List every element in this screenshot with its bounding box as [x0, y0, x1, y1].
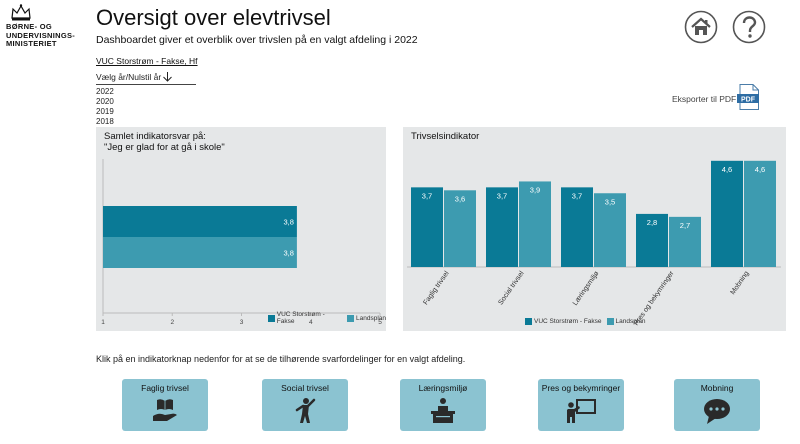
indicator-button-social-trivsel[interactable]: Social trivsel	[262, 379, 348, 431]
bar-value-label: 3,7	[497, 191, 507, 200]
bar-landsplan	[744, 160, 776, 267]
help-icon[interactable]	[732, 10, 766, 44]
logo-line-2: UNDERVISNINGS-	[6, 30, 76, 40]
bar-landsplan	[444, 190, 476, 267]
export-label: Eksporter til PDF:	[672, 94, 739, 104]
category-label: Læringsmiljø	[572, 270, 601, 307]
bar-value-label: 4,6	[755, 165, 765, 174]
left-chart-legend: VUC Storstrøm - Fakse Landsplan	[268, 311, 386, 325]
legend-swatch-series-2	[347, 314, 354, 322]
bar-value-label: 3,5	[605, 197, 615, 206]
legend-label-series-2: Landsplan	[356, 314, 386, 322]
sort-down-icon[interactable]	[163, 72, 173, 82]
x-tick-label: 2	[170, 319, 174, 326]
indicator-button-faglig-trivsel[interactable]: Faglig trivsel	[122, 379, 208, 431]
indicator-button-laeringsmiljoe[interactable]: Læringsmiljø	[400, 379, 486, 431]
logo-line-3: MINISTERIET	[6, 39, 57, 48]
year-list: 2022 2020 2019 2018	[96, 87, 196, 127]
year-option-2018[interactable]: 2018	[96, 117, 114, 126]
category-label: Social trivsel	[497, 270, 526, 307]
bar-landsplan	[103, 237, 297, 268]
pdf-icon-text: PDF	[741, 96, 756, 103]
year-option-2020[interactable]: 2020	[96, 97, 114, 106]
x-tick-label: 3	[240, 319, 244, 326]
pdf-export-icon[interactable]: PDF	[737, 84, 761, 110]
speech-bubble-icon	[704, 399, 730, 424]
legend-label-series-1: VUC Storstrøm - Fakse	[534, 318, 602, 325]
bar-value-label: 4,6	[722, 165, 732, 174]
legend-swatch-series-1	[525, 318, 532, 325]
bar-vuc	[636, 213, 668, 267]
logo-line-1: BØRNE- OG	[6, 22, 53, 31]
indicator-button-pres-og-bekymringer[interactable]: Pres og bekymringer	[538, 379, 624, 431]
year-slicer: Vælg år/Nulstil år 2022 2020 2019 2018	[96, 72, 196, 127]
legend-swatch-series-1	[268, 314, 275, 322]
crown-icon	[11, 4, 31, 21]
x-tick-label: 1	[101, 319, 105, 326]
bar-value-label: 3,6	[455, 194, 465, 203]
right-chart-legend: VUC Storstrøm - Fakse Landsplan	[525, 318, 646, 325]
legend-label-series-1: VUC Storstrøm - Fakse	[276, 311, 325, 325]
indicator-button-label: Mobning	[700, 383, 734, 393]
indicator-button-mobning[interactable]: Mobning	[674, 379, 760, 431]
right-chart-title: Trivselsindikator	[411, 131, 480, 142]
legend-label-series-2: Landsplan	[615, 318, 646, 325]
bar-vuc	[486, 187, 518, 267]
bar-value-label: 2,7	[680, 221, 690, 230]
left-chart-title-line-1: Samlet indikatorsvar på:	[104, 131, 206, 142]
bar-vuc	[411, 187, 443, 267]
category-label: Mobning	[729, 270, 750, 296]
legend-swatch-series-2	[606, 318, 614, 325]
ministry-logo: BØRNE- OG UNDERVISNINGS- MINISTERIET	[6, 4, 86, 49]
indicator-button-label: Læringsmiljø	[418, 383, 468, 393]
left-chart-title-line-2: "Jeg er glad for at gå i skole"	[104, 142, 225, 153]
bar-vuc	[711, 160, 743, 267]
left-chart-panel: Samlet indikatorsvar på: "Jeg er glad fo…	[96, 127, 386, 331]
page-title: Oversigt over elevtrivsel	[96, 5, 331, 30]
home-icon[interactable]	[684, 10, 718, 44]
year-slicer-label: Vælg år/Nulstil år	[96, 72, 162, 82]
x-tick-label: 5	[378, 319, 382, 326]
desk-person-icon	[431, 398, 455, 423]
bar-landsplan	[669, 216, 701, 267]
person-waving-icon	[295, 398, 316, 423]
bar-landsplan	[594, 193, 626, 267]
category-label: Faglig trivsel	[422, 270, 451, 307]
presentation-icon	[567, 399, 596, 423]
bar-value-label: 2,8	[647, 218, 657, 227]
indicator-button-label: Pres og bekymringer	[541, 383, 621, 393]
year-option-2019[interactable]: 2019	[96, 107, 114, 116]
page-subtitle: Dashboardet giver et overblik over trivs…	[96, 34, 418, 46]
bar-value-label: 3,8	[283, 218, 293, 227]
indicator-button-label: Social trivsel	[281, 383, 329, 393]
instruction-text: Klik på en indikatorknap nedenfor for at…	[96, 354, 466, 364]
year-slicer-header[interactable]: Vælg år/Nulstil år	[96, 72, 196, 85]
bar-value-label: 3,9	[530, 185, 540, 194]
right-chart-panel: Trivselsindikator 3,7 3,6 Faglig trivsel 3,…	[403, 127, 786, 331]
bar-value-label: 3,7	[572, 191, 582, 200]
vertical-bar-chart: 3,7 3,6 Faglig trivsel 3,7 3,9 Social trivsel…	[407, 160, 781, 327]
x-tick-label: 4	[309, 319, 313, 326]
bar-value-label: 3,8	[283, 249, 293, 258]
bar-landsplan	[519, 181, 551, 267]
bar-vuc	[561, 187, 593, 267]
year-option-2022[interactable]: 2022	[96, 87, 114, 96]
bar-vuc	[103, 206, 297, 237]
indicator-button-label: Faglig trivsel	[141, 383, 189, 393]
department-link[interactable]: VUC Storstrøm - Fakse, Hf	[96, 56, 198, 66]
bar-value-label: 3,7	[422, 191, 432, 200]
horizontal-bar-chart: 3,8 3,8 1 2 3 4 5	[101, 159, 382, 326]
hand-book-icon	[153, 399, 177, 421]
